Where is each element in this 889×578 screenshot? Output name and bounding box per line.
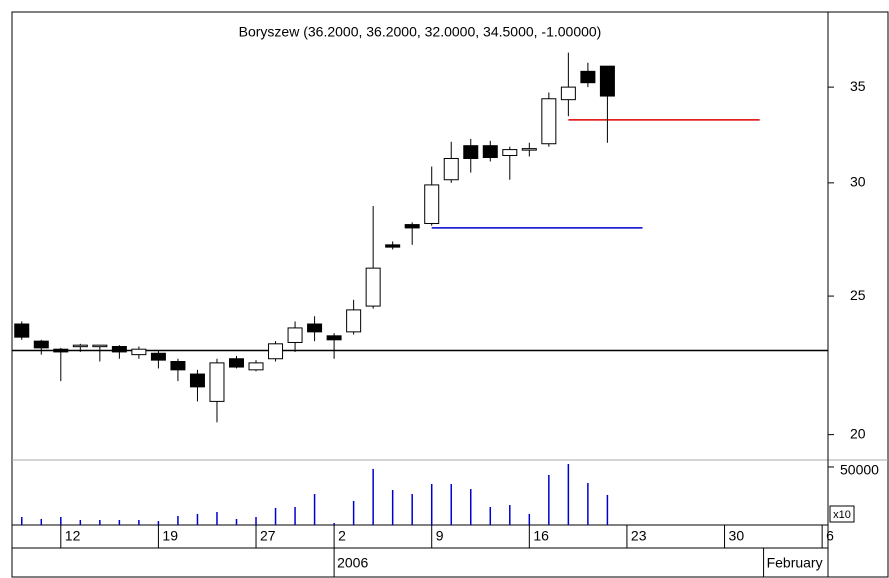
- x-tick-label: 2: [338, 528, 346, 544]
- candle-body: [287, 327, 303, 343]
- candle-body: [346, 309, 362, 333]
- candle-body: [424, 184, 440, 224]
- candle-body: [268, 343, 284, 360]
- candle-body: [599, 65, 615, 97]
- candle-body: [404, 224, 420, 229]
- candle-body: [443, 157, 459, 181]
- candle-body: [53, 348, 69, 353]
- candle-body: [33, 340, 49, 349]
- x-tick-label: 6: [826, 528, 834, 544]
- x-tick-label: 27: [260, 528, 276, 544]
- candle-body: [131, 348, 147, 356]
- chart-title: Boryszew (36.2000, 36.2000, 32.0000, 34.…: [239, 24, 602, 40]
- candle-body: [541, 98, 557, 145]
- x-tick-label: 9: [436, 528, 444, 544]
- candle-body: [189, 373, 205, 388]
- y-tick-label: 25: [850, 287, 866, 303]
- candle-body: [326, 335, 342, 341]
- period-label: 2006: [337, 555, 368, 571]
- x-tick-label: 23: [631, 528, 647, 544]
- candle-body: [482, 145, 498, 158]
- candle-body: [248, 362, 264, 371]
- period-label: February: [767, 555, 823, 571]
- y-tick-label: 20: [850, 425, 866, 441]
- candle-body: [307, 323, 323, 333]
- candle-body: [14, 323, 30, 338]
- candle-body: [560, 86, 576, 101]
- candle-body: [521, 148, 537, 151]
- candle-body: [111, 346, 127, 353]
- candle-body: [72, 344, 88, 348]
- candle-body: [580, 70, 596, 84]
- x-tick-label: 19: [162, 528, 178, 544]
- candle-body: [502, 149, 518, 157]
- x-tick-label: 12: [65, 528, 81, 544]
- y-tick-label: 35: [850, 78, 866, 94]
- volume-tick-label: 50000: [840, 462, 879, 478]
- candle-body: [385, 244, 401, 248]
- x-tick-label: 16: [533, 528, 549, 544]
- frame: [11, 11, 889, 578]
- candle-body: [92, 344, 108, 348]
- candle-body: [365, 267, 381, 307]
- candle-body: [209, 362, 225, 402]
- candle-body: [170, 361, 186, 371]
- y-tick-label: 30: [850, 174, 866, 190]
- candle-body: [463, 145, 479, 159]
- candle-body: [150, 352, 166, 361]
- multiplier-box: [829, 505, 855, 523]
- multiplier-label: x10: [833, 509, 851, 521]
- x-tick-label: 30: [729, 528, 745, 544]
- candle-body: [228, 358, 244, 368]
